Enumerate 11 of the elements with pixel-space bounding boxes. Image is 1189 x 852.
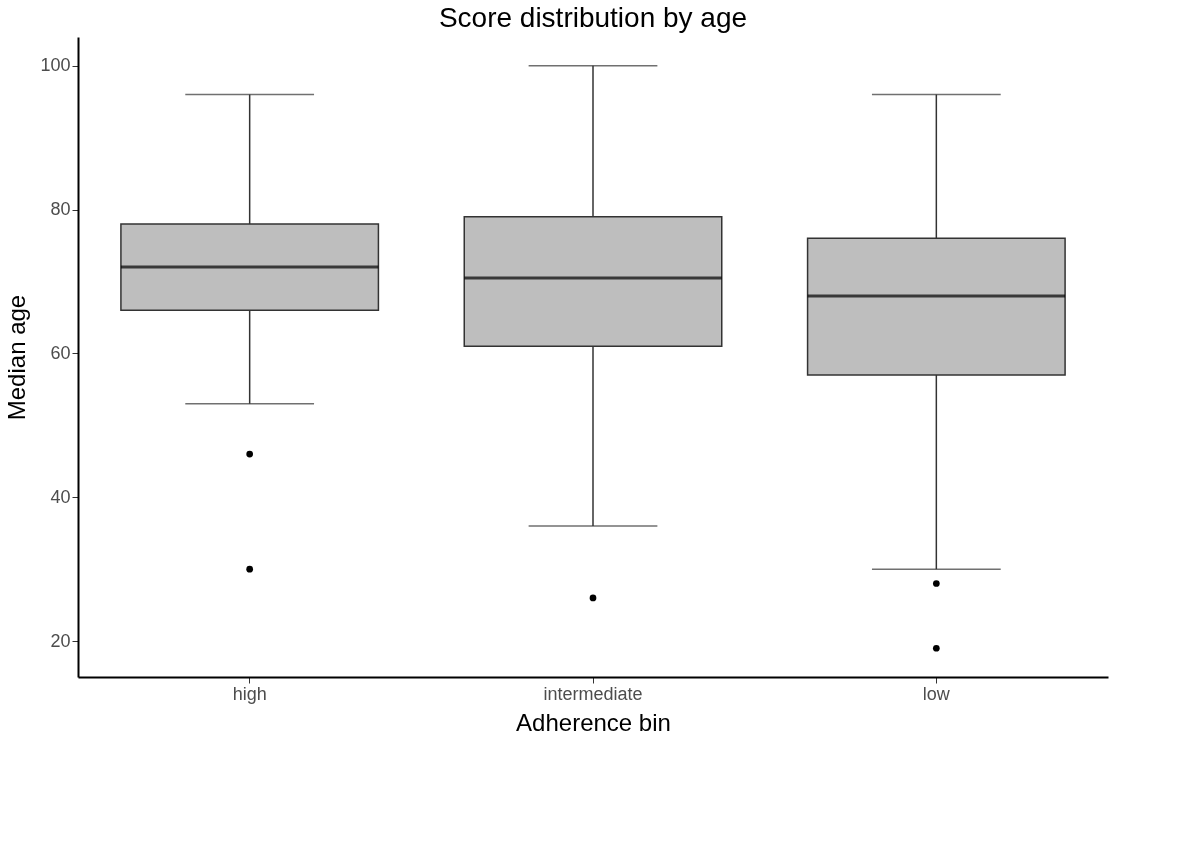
x-tick-label: low — [922, 683, 951, 704]
y-axis-title: Median age — [3, 294, 31, 421]
y-tick-label: 20 — [50, 630, 71, 651]
y-tick-label: 60 — [50, 342, 71, 363]
x-tick-label: intermediate — [543, 683, 643, 704]
y-tick-label: 40 — [50, 486, 71, 507]
y-tick-label: 100 — [40, 55, 71, 76]
x-tick-label: high — [232, 683, 267, 704]
y-tick-label: 80 — [50, 199, 71, 220]
chart-title: Score distribution by age — [438, 2, 748, 33]
x-axis-title: Adherence bin — [516, 708, 671, 736]
